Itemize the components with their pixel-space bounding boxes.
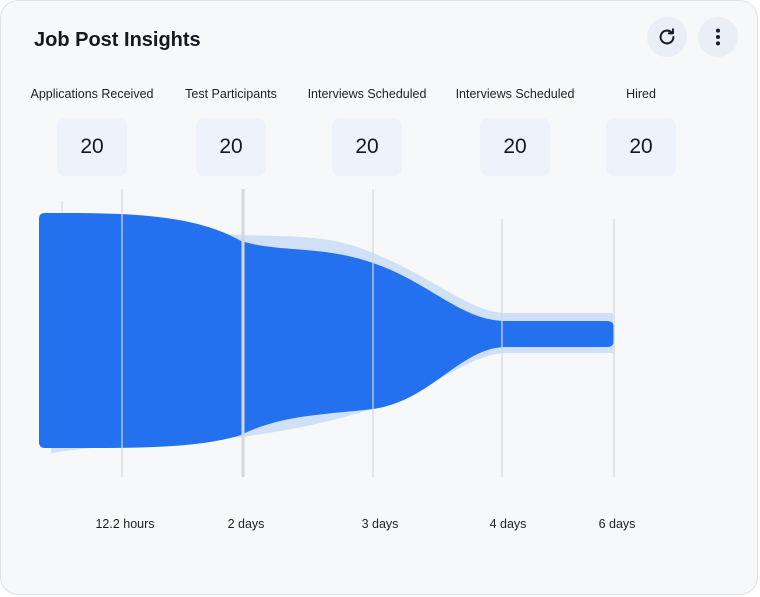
stage-label-interviews-2: Interviews Scheduled: [455, 87, 575, 101]
stage-count-applications: 20: [57, 118, 127, 176]
stage-label-test: Test Participants: [185, 87, 277, 101]
stage-count-interviews-1: 20: [332, 118, 402, 176]
duration-label-2: 2 days: [227, 517, 265, 531]
duration-label-5: 6 days: [598, 517, 636, 531]
stage-count-interviews-2: 20: [480, 118, 550, 176]
duration-label-4: 4 days: [489, 517, 527, 531]
refresh-icon: [659, 28, 675, 45]
funnel-main-band: [39, 213, 614, 449]
duration-label-1: 12.2 hours: [95, 517, 155, 531]
stage-count-test: 20: [196, 118, 266, 176]
more-vertical-icon: [715, 28, 721, 46]
stage-label-interviews-1: Interviews Scheduled: [307, 87, 427, 101]
card-title: Job Post Insights: [34, 29, 201, 51]
duration-label-3: 3 days: [361, 517, 399, 531]
stage-label-hired: Hired: [626, 87, 656, 101]
more-options-button[interactable]: [698, 17, 738, 57]
refresh-button[interactable]: [647, 17, 687, 57]
stage-label-applications: Applications Received: [30, 87, 154, 101]
stage-count-hired: 20: [606, 118, 676, 176]
